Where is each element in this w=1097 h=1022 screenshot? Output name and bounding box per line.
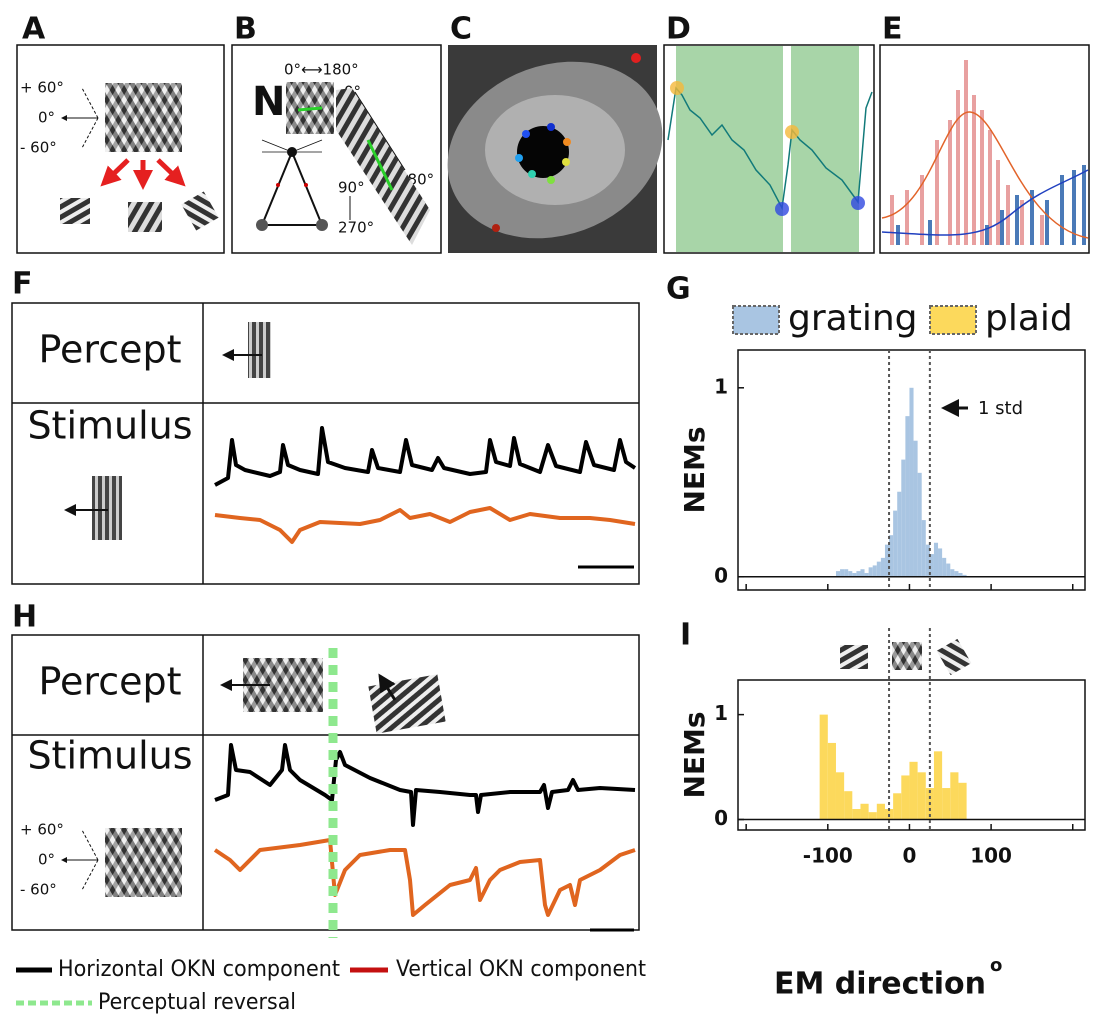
histogram-bar xyxy=(918,473,922,577)
histogram-bar xyxy=(856,571,860,577)
histogram-bar xyxy=(820,715,828,820)
histogram-bar xyxy=(934,543,938,577)
histogram-bar xyxy=(950,772,958,819)
histogram-bar xyxy=(828,743,836,820)
y-tick-label: 1 xyxy=(714,374,728,398)
panel-label: B xyxy=(234,12,257,47)
panel-label: E xyxy=(882,12,903,47)
angle-label: 270° xyxy=(338,219,374,237)
panel-d xyxy=(664,45,874,253)
legend-label: plaid xyxy=(985,298,1073,339)
y-tick-label: 0 xyxy=(714,806,728,830)
panel-label: G xyxy=(666,272,691,307)
stimulus-label: Stimulus xyxy=(27,404,192,448)
histogram-bar xyxy=(901,775,909,819)
histogram-bar xyxy=(922,520,926,577)
legend-label: grating xyxy=(788,298,918,339)
annotation: 1 std xyxy=(978,398,1023,419)
histogram-bar xyxy=(844,791,852,819)
histogram-bar xyxy=(881,558,885,577)
panel-label: D xyxy=(666,12,691,47)
panel-label: F xyxy=(12,267,33,302)
figure: A B C D E F G H I + 60° 0° - 60° N T 0°⟷… xyxy=(0,0,1097,1022)
histogram-bar xyxy=(950,569,954,577)
angle-label: 90° xyxy=(338,179,365,197)
histogram-bar xyxy=(836,772,844,819)
histogram-bar xyxy=(914,441,918,577)
histogram-bar xyxy=(918,772,926,819)
histogram-bar xyxy=(909,762,917,820)
histogram-bar xyxy=(873,565,877,576)
x-tick-label: 0 xyxy=(902,844,916,868)
panel-label: I xyxy=(680,618,691,653)
histogram-bar xyxy=(869,812,877,819)
histogram-bar xyxy=(893,511,897,577)
histogram-bar xyxy=(938,548,942,576)
angle-label: + 60° xyxy=(20,821,64,839)
histogram-bar xyxy=(934,751,942,819)
histogram-bar xyxy=(836,571,840,577)
x-tick-label: 100 xyxy=(970,844,1012,868)
panel-c xyxy=(423,33,688,268)
angle-label: 0°⟷180° xyxy=(284,61,359,79)
angle-label: 0° xyxy=(38,109,55,127)
histogram-bar xyxy=(869,567,873,576)
histogram-bar xyxy=(877,562,881,577)
x-axis-label: EM direction xyxy=(774,967,986,1002)
angle-label: + 60° xyxy=(20,79,64,97)
histogram-bar xyxy=(877,804,885,820)
histogram-bar xyxy=(958,783,966,820)
histogram-bar xyxy=(905,416,909,577)
histogram-bar xyxy=(840,569,844,577)
panel-label: C xyxy=(450,12,472,47)
histogram-bar xyxy=(901,460,905,577)
panel-h: Percept Stimulus + 60° 0° - 60° xyxy=(12,635,639,938)
nasal-label: N xyxy=(252,79,285,125)
panel-b: N T 0°⟷180° 0° 180° 90° 270° xyxy=(232,45,441,253)
legend-swatch xyxy=(930,306,976,334)
x-tick-label: -100 xyxy=(803,844,853,868)
panel-e xyxy=(880,45,1089,253)
histogram-bar xyxy=(897,492,901,577)
histogram-bar xyxy=(942,558,946,577)
histogram-bar xyxy=(942,788,950,819)
percept-label: Percept xyxy=(38,660,181,704)
angle-label: 0° xyxy=(38,851,55,869)
angle-label: - 60° xyxy=(20,881,57,899)
y-axis-label: NEMs xyxy=(678,426,711,513)
figure-legend: Horizontal OKN component Vertical OKN co… xyxy=(16,957,646,1015)
histogram-bar xyxy=(860,804,868,820)
histogram-bar xyxy=(909,388,913,577)
histogram-bar xyxy=(893,793,901,819)
histogram-bar xyxy=(954,571,958,577)
panel-i-icons xyxy=(840,639,971,675)
histogram-bar xyxy=(852,809,860,819)
legend-label: Vertical OKN component xyxy=(396,957,646,982)
y-tick-label: 1 xyxy=(714,701,728,725)
y-tick-label: 0 xyxy=(714,563,728,587)
panel-label: H xyxy=(12,600,37,635)
legend-label: Perceptual reversal xyxy=(98,990,296,1015)
histogram-bar xyxy=(848,571,852,577)
panel-label: A xyxy=(22,12,46,47)
angle-label: - 60° xyxy=(20,139,57,157)
y-axis-label: NEMs xyxy=(678,711,711,798)
stimulus-label: Stimulus xyxy=(27,734,192,778)
panel-a: + 60° 0° - 60° xyxy=(17,45,224,253)
histogram-bar xyxy=(946,564,950,577)
x-axis-unit: o xyxy=(990,955,1002,976)
histogram-bar xyxy=(844,569,848,577)
legend-swatch xyxy=(733,306,779,334)
histogram-bar xyxy=(860,569,864,577)
legend-label: Horizontal OKN component xyxy=(58,957,340,982)
percept-label: Percept xyxy=(38,328,181,372)
panel-f: Percept Stimulus xyxy=(12,303,639,584)
